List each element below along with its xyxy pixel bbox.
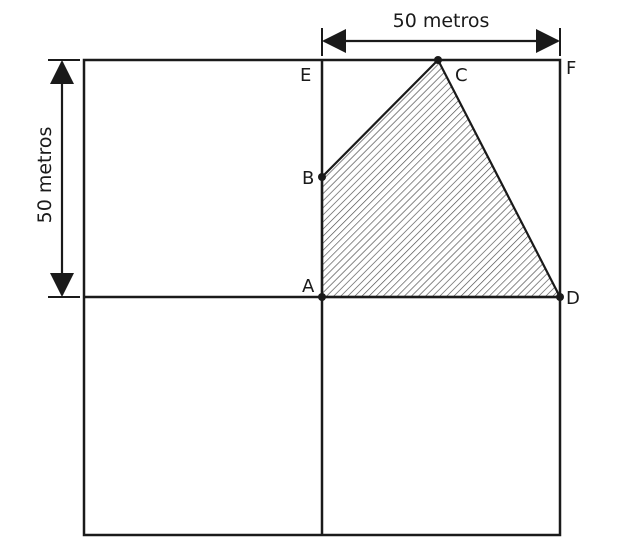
left-dimension-label: 50 metros	[34, 127, 56, 224]
label-b: B	[302, 168, 314, 189]
point-c-dot	[434, 56, 442, 64]
label-d: D	[566, 288, 580, 309]
label-f: F	[566, 58, 576, 79]
label-a: A	[302, 276, 315, 297]
point-a-dot	[318, 293, 326, 301]
label-e: E	[300, 65, 311, 86]
top-dimension-label: 50 metros	[393, 10, 490, 32]
label-c: C	[455, 65, 468, 86]
point-b-dot	[318, 173, 326, 181]
point-d-dot	[556, 293, 564, 301]
shaded-region-abcd	[320, 58, 562, 299]
